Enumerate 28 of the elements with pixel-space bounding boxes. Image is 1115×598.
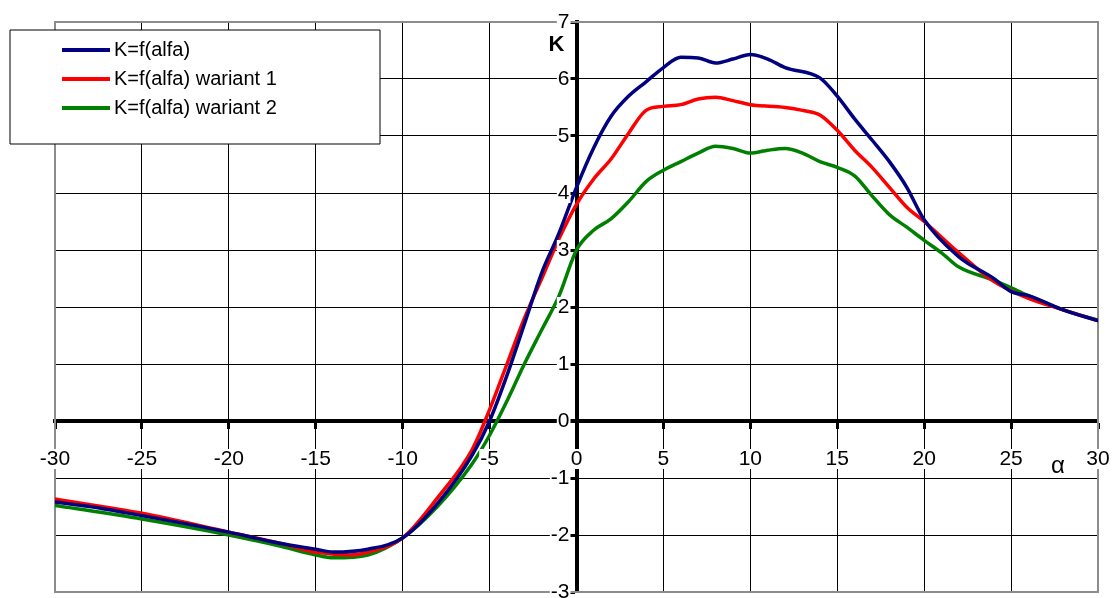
x-tick-label: 30 bbox=[1086, 445, 1110, 469]
x-tick-label: 15 bbox=[825, 445, 849, 469]
y-tick-label: 3 bbox=[557, 236, 570, 260]
x-tick-label: 5 bbox=[657, 445, 670, 469]
y-tick-label: -1 bbox=[550, 464, 570, 488]
y-tick-label: 0 bbox=[557, 407, 570, 431]
y-tick-label: 5 bbox=[557, 122, 570, 146]
x-tick-label: 10 bbox=[738, 445, 763, 469]
legend-label: K=f(alfa) wariant 1 bbox=[114, 66, 277, 89]
x-tick-label: 25 bbox=[999, 445, 1023, 469]
x-tick-label: -30 bbox=[39, 445, 71, 469]
y-tick-label: 1 bbox=[557, 350, 570, 374]
x-tick-label: -10 bbox=[387, 445, 418, 469]
y-axis-title: K bbox=[548, 30, 565, 56]
y-tick-label: 7 bbox=[557, 8, 570, 32]
x-tick-label: -25 bbox=[126, 445, 158, 469]
x-tick-label: 20 bbox=[912, 445, 936, 469]
legend-label: K=f(alfa) wariant 2 bbox=[114, 95, 277, 118]
x-tick-label: -20 bbox=[213, 445, 245, 469]
y-tick-label: 6 bbox=[557, 65, 570, 89]
y-tick-label: 4 bbox=[557, 179, 570, 203]
x-tick-label: -15 bbox=[300, 445, 331, 469]
x-axis-title: α bbox=[1051, 451, 1066, 479]
y-tick-label: -3 bbox=[550, 578, 570, 598]
y-tick-label: -2 bbox=[550, 521, 570, 545]
x-tick-label: -5 bbox=[480, 445, 499, 469]
legend-label: K=f(alfa) bbox=[114, 37, 191, 60]
y-tick-label: 2 bbox=[557, 293, 570, 317]
